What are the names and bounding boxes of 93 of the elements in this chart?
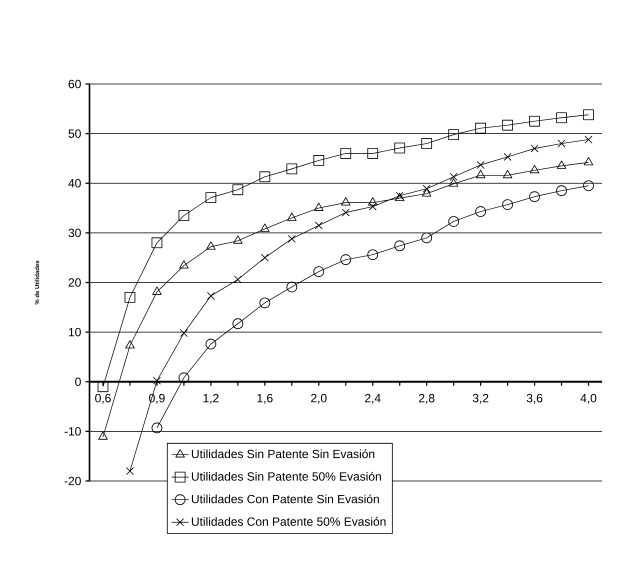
point — [180, 329, 188, 338]
x-tick-label: 1,2 — [203, 394, 219, 404]
x-tick-label: 2,8 — [418, 394, 434, 404]
point — [259, 171, 270, 182]
point — [368, 197, 378, 206]
point — [206, 292, 215, 300]
point — [558, 140, 566, 148]
point — [584, 136, 592, 144]
point — [233, 235, 243, 244]
point — [206, 192, 216, 204]
point — [583, 180, 594, 192]
point — [152, 422, 162, 434]
point — [98, 381, 108, 392]
point — [556, 185, 567, 196]
point — [341, 197, 350, 206]
y-tick-label: 50 — [68, 129, 81, 138]
point — [234, 276, 242, 284]
point — [178, 372, 190, 384]
point — [314, 222, 323, 230]
y-tick-label: 30 — [68, 228, 81, 238]
point — [530, 164, 540, 174]
point — [529, 191, 540, 202]
y-tick-label: 20 — [68, 278, 81, 287]
point — [206, 241, 216, 250]
point — [422, 184, 431, 193]
point — [448, 178, 458, 187]
point — [448, 216, 460, 227]
y-tick-label: -20 — [64, 476, 81, 486]
point — [288, 234, 296, 243]
point — [342, 208, 350, 216]
legend-label: Utilidades Con Patente 50% Evasión — [192, 516, 386, 526]
point — [367, 249, 378, 260]
point — [126, 467, 134, 475]
point — [313, 155, 324, 166]
x-tick-label: 2,4 — [365, 394, 381, 404]
point — [422, 188, 432, 197]
point — [530, 144, 538, 152]
point — [394, 240, 406, 252]
point — [394, 142, 406, 154]
point — [556, 112, 567, 124]
x-tick-label: 2,0 — [311, 394, 327, 404]
point — [421, 232, 432, 244]
y-tick-label: 40 — [68, 179, 81, 188]
point — [502, 120, 513, 131]
y-tick-label: 10 — [68, 328, 81, 336]
point — [340, 254, 352, 266]
point — [583, 109, 594, 120]
point — [368, 202, 377, 210]
point — [448, 129, 460, 140]
point — [152, 237, 162, 248]
point — [286, 282, 298, 292]
point — [260, 224, 270, 232]
point — [476, 160, 485, 169]
point — [259, 297, 270, 308]
point — [504, 153, 512, 161]
legend-label: Utilidades Con Patente Sin Evasión — [192, 494, 379, 504]
point — [502, 199, 513, 210]
y-tick-label: 60 — [68, 80, 81, 88]
point — [584, 157, 594, 166]
y-tick-label: -10 — [64, 427, 81, 436]
point — [232, 318, 244, 330]
point — [124, 292, 136, 303]
point — [178, 210, 190, 221]
point — [475, 206, 486, 217]
point — [529, 116, 540, 127]
point — [287, 212, 297, 221]
point — [314, 202, 324, 211]
point — [125, 340, 135, 348]
y-tick-label: 0 — [75, 378, 81, 386]
point — [286, 163, 298, 174]
point — [98, 431, 108, 440]
legend-label: Utilidades Sin Patente 50% Evasión — [192, 472, 381, 481]
point — [476, 170, 486, 178]
x-tick-label: 1,6 — [257, 394, 273, 404]
point — [450, 172, 458, 181]
point — [556, 160, 566, 169]
point — [179, 260, 189, 269]
point — [367, 148, 378, 159]
point — [232, 184, 244, 196]
x-tick-label: 4,0 — [580, 394, 596, 404]
x-tick-label: 0,6 — [95, 394, 111, 404]
legend-label: Utilidades Sin Patente Sin Evasión — [192, 449, 374, 458]
x-tick-label: 3,6 — [526, 394, 542, 404]
point — [153, 376, 161, 385]
point — [502, 170, 512, 178]
point — [206, 338, 216, 350]
point — [152, 286, 162, 295]
point — [260, 254, 269, 262]
point — [421, 138, 432, 149]
point — [313, 266, 324, 277]
point — [340, 148, 352, 159]
point — [475, 122, 486, 134]
x-tick-label: 3,2 — [472, 394, 488, 404]
